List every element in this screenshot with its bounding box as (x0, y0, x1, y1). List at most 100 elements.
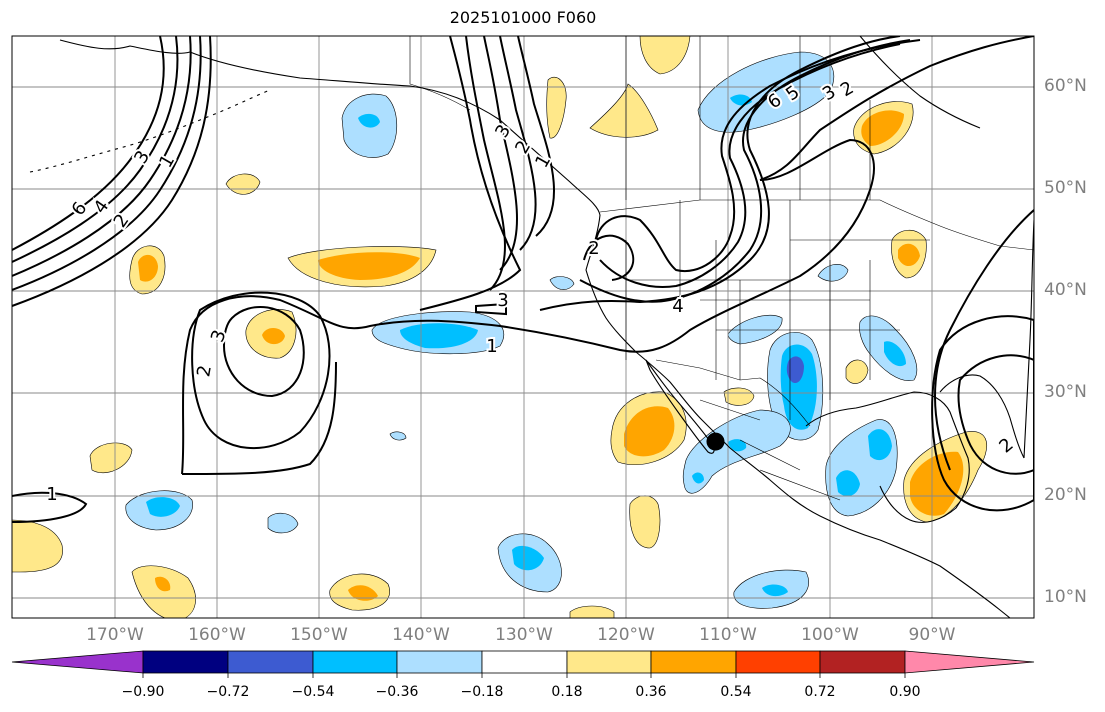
contour-line (475, 302, 507, 316)
colorbar-max-extend (904, 650, 1035, 674)
positive-anomaly-core (262, 327, 285, 345)
state-lines (625, 200, 930, 420)
colorbar-tick-label: 0.36 (635, 684, 667, 700)
contour-label: 2 (110, 210, 134, 231)
east-coast (1023, 219, 1034, 459)
lon-tick-label: 170°W (86, 625, 144, 645)
colorbar-tick-label: 0.72 (804, 684, 836, 700)
contour-label: 2 (588, 238, 599, 259)
contour-lines (12, 36, 1034, 523)
negative-anomaly-deep (786, 356, 804, 384)
us-canada-border (599, 199, 1034, 251)
contour-label: 3 (130, 147, 154, 167)
gulf-of-mexico-coast (805, 391, 970, 523)
lon-tick-label: 110°W (699, 625, 757, 645)
negative-anomaly-core (884, 341, 906, 367)
lon-tick-label: 140°W (392, 625, 450, 645)
contour-line (934, 209, 1034, 471)
map-plot-area: 1 2 3 4 6 3 2 1 6 5 3 2 2 3 4 2 1 3 2 1 (12, 36, 1034, 618)
colorbar (11, 650, 1035, 678)
colorbar-min-extend (11, 650, 144, 674)
contour-ring (957, 354, 1034, 475)
positive-anomaly-region (569, 605, 615, 618)
contour-label: 1 (155, 151, 179, 171)
contour-line (483, 36, 518, 271)
lat-tick-label: 40°N (1044, 280, 1087, 300)
contour-label: 3 (819, 81, 839, 105)
colorbar-tick-label: 0.90 (889, 684, 921, 700)
contour-ring (191, 291, 331, 450)
lon-tick-label: 130°W (495, 625, 553, 645)
contour-label: 3 (207, 327, 231, 345)
contour-line (517, 36, 556, 237)
lat-tick-label: 50°N (1044, 178, 1087, 198)
colorbar-tick-label: 0.54 (720, 684, 752, 700)
negative-anomaly-region (549, 276, 575, 290)
colorbar-swatch (566, 650, 652, 674)
colorbar-tick-label: −0.54 (291, 684, 335, 700)
contour-line (583, 234, 635, 281)
colorbar-tick-label: −0.90 (121, 684, 165, 700)
positive-anomaly-region (723, 387, 755, 406)
negative-anomaly-core (762, 584, 788, 597)
baja-peninsula (645, 359, 715, 454)
positive-anomaly-region (629, 495, 661, 549)
contour-ring (222, 305, 305, 398)
positive-anomaly-region (845, 359, 869, 384)
positive-anomaly-region (225, 173, 261, 195)
colorbar-swatch (819, 650, 906, 674)
contour-line (595, 39, 921, 273)
lat-tick-label: 20°N (1044, 485, 1087, 505)
contour-line (419, 36, 522, 311)
lon-tick-label: 90°W (908, 625, 956, 645)
contour-line (599, 43, 901, 288)
us-mexico-border (655, 359, 811, 427)
alaska-canada-border (409, 36, 471, 111)
political-borders (409, 36, 1034, 501)
colorbar-swatch (735, 650, 821, 674)
lon-tick-label: 150°W (290, 625, 348, 645)
positive-anomaly-region (546, 76, 567, 139)
positive-anomaly-region (131, 565, 196, 618)
contour-line (181, 361, 337, 475)
contour-line (12, 36, 202, 291)
lat-tick-label: 30°N (1044, 382, 1087, 402)
contour-line (12, 36, 165, 251)
contour-label: 3 (491, 121, 515, 141)
negative-anomaly-core (512, 545, 544, 571)
contour-label: 3 (497, 290, 508, 311)
positive-anomaly-core (898, 243, 920, 267)
colorbar-swatch (142, 650, 229, 674)
contour-line (12, 36, 212, 307)
mexico-state-lines (699, 399, 841, 501)
contour-line (499, 36, 537, 251)
lat-tick-label: 60°N (1044, 76, 1087, 96)
contour-line (759, 36, 1034, 181)
positive-anomaly-region (639, 36, 691, 75)
negative-anomaly-core (728, 439, 747, 452)
contour-label: 1 (486, 336, 497, 357)
negative-anomaly-core (692, 472, 704, 484)
contour-label: 2 (193, 364, 216, 379)
colorbar-swatch (312, 650, 398, 674)
plot-frame (11, 35, 1035, 619)
positive-anomaly-core (348, 585, 378, 601)
contour-label: 2 (837, 77, 857, 101)
colorbar-tick-label: −0.72 (206, 684, 250, 700)
negative-anomaly-core (358, 113, 380, 128)
contour-label: 1 (46, 484, 57, 505)
colorbar-swatch (396, 650, 483, 674)
map-title: 2025101000 F060 (449, 8, 597, 27)
positive-anomaly-core (624, 406, 675, 457)
positive-anomaly-core (138, 254, 158, 282)
canada-province-lines (625, 36, 871, 200)
colorbar-tick-label: −0.18 (460, 684, 504, 700)
negative-anomaly-region (682, 409, 791, 494)
contour-label: 4 (672, 296, 683, 317)
negative-anomaly-region (267, 512, 299, 534)
negative-anomaly-core (836, 470, 860, 497)
positive-anomaly-region (89, 442, 133, 474)
contour-line (579, 39, 911, 303)
contour-line (181, 138, 875, 475)
lat-tick-label: 10°N (1044, 587, 1087, 607)
